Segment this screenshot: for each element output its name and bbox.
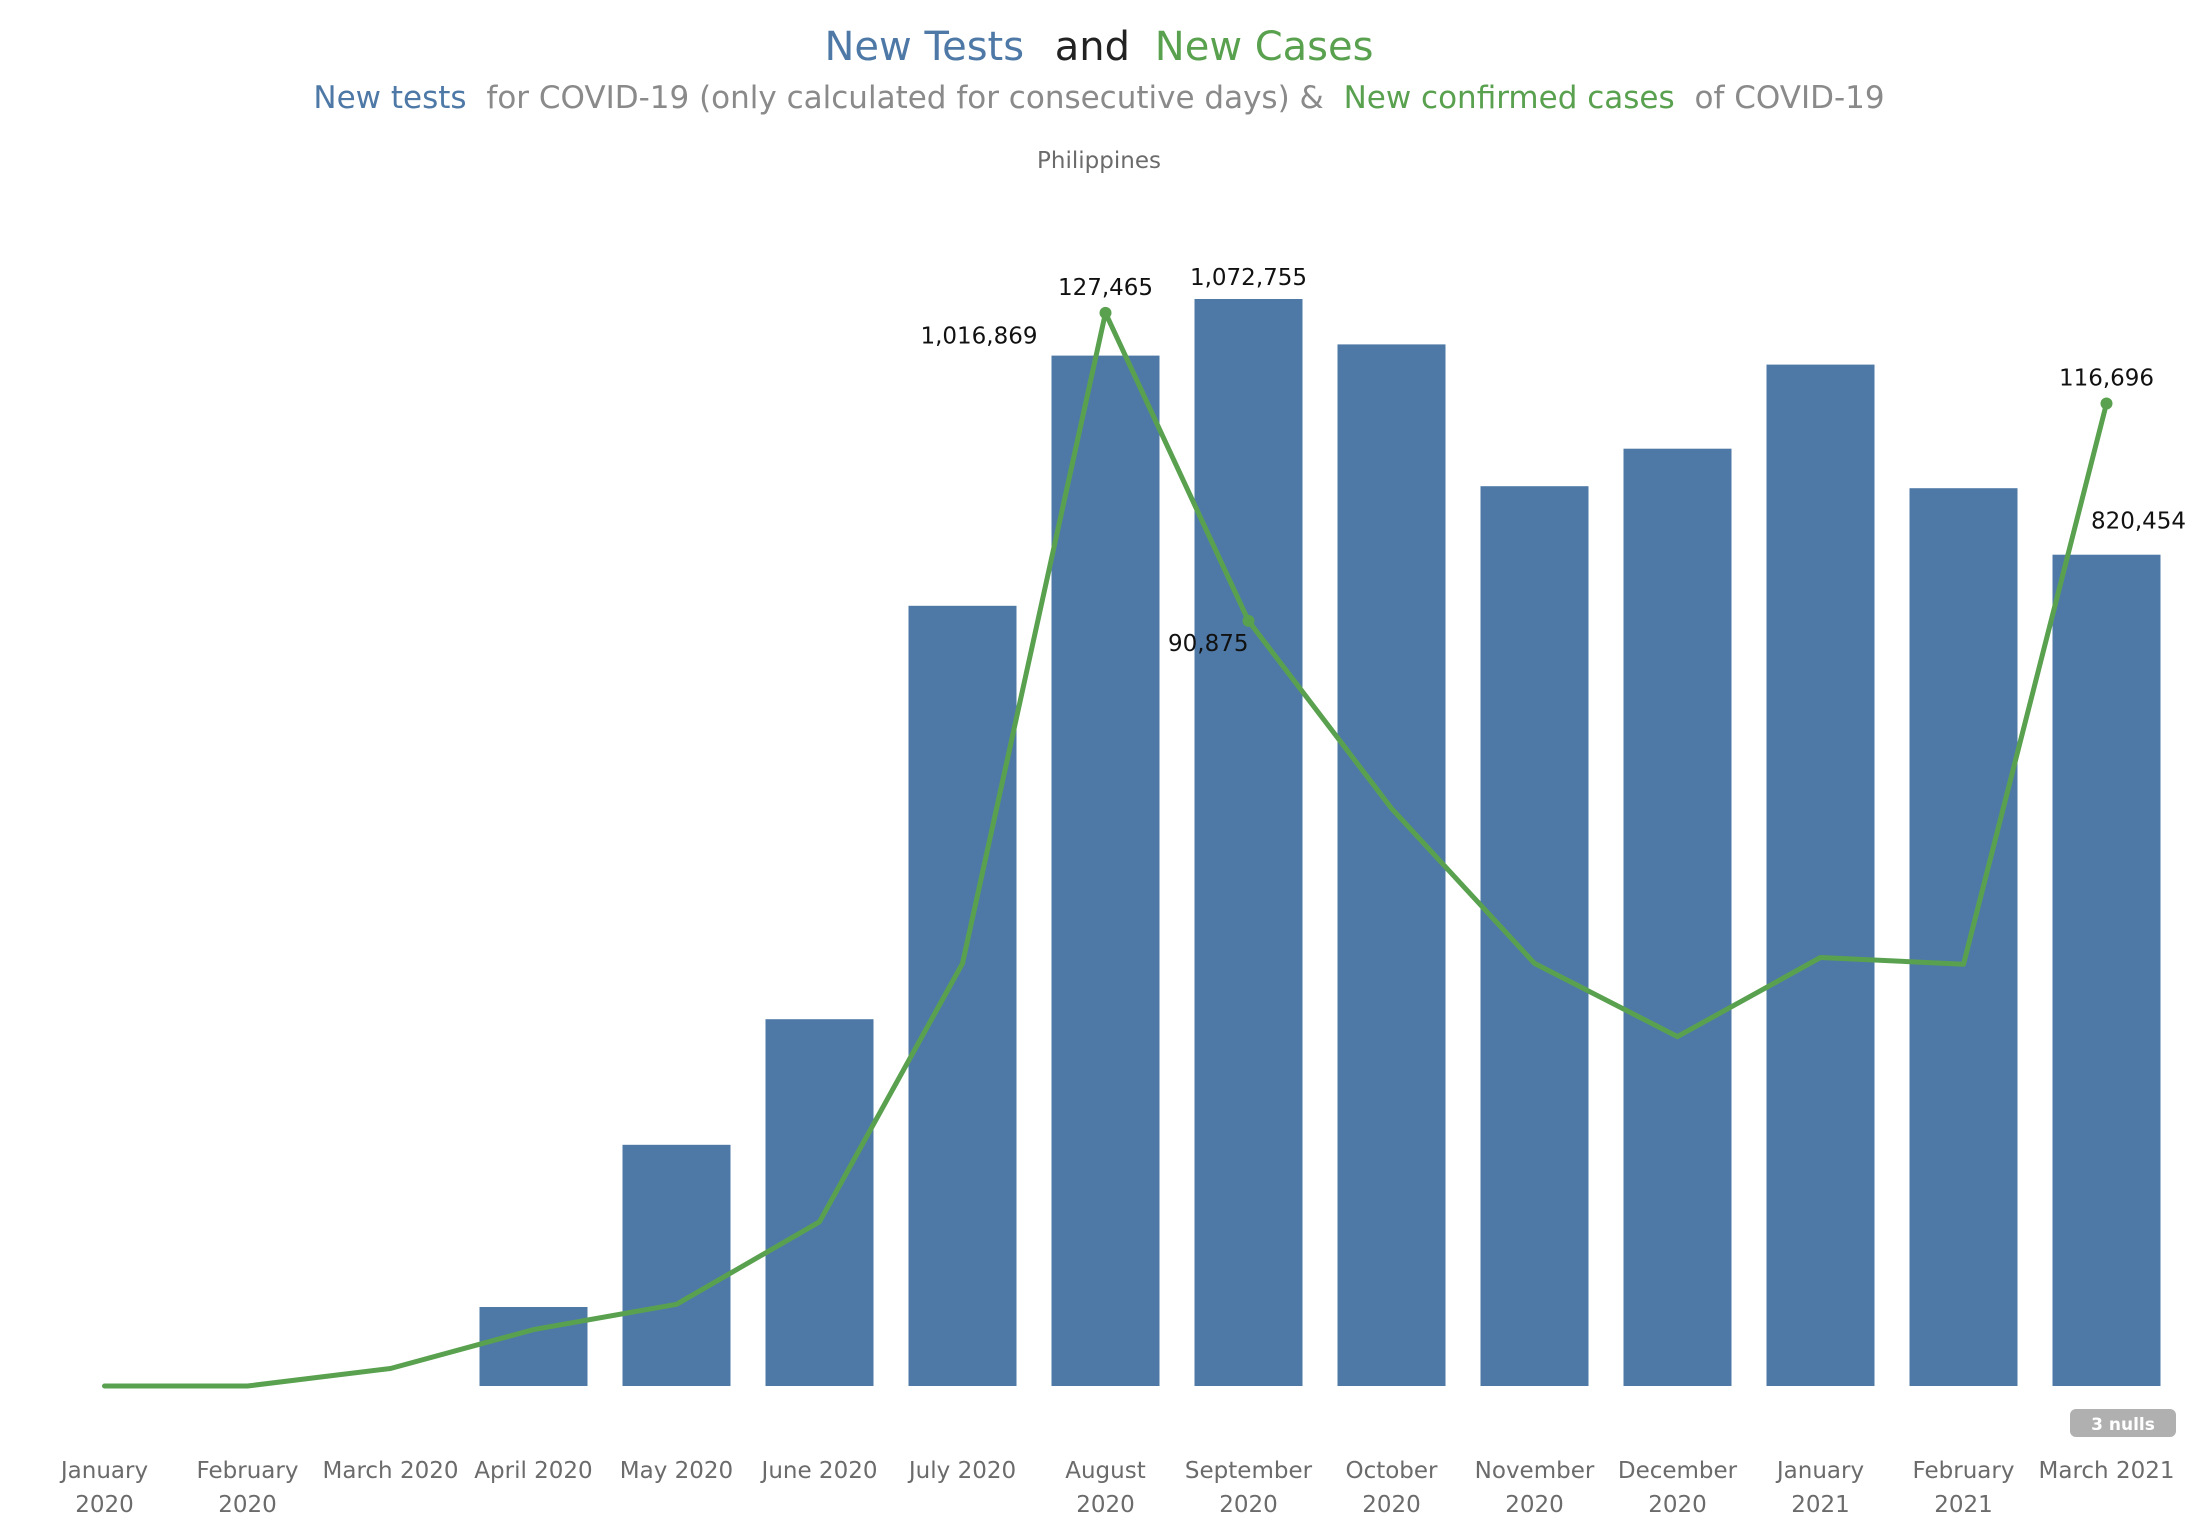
x-axis: January 2020 February 2020 March 2020 April 2… [59,1458,2175,1518]
title-new-tests: New Tests [825,24,1025,70]
x-tick-label: April 2020 [474,1458,592,1484]
data-label-new-cases: 116,696 [2059,366,2154,392]
x-tick-label: 2021 [1791,1492,1850,1518]
x-tick-label: 2020 [218,1492,277,1518]
subtitle-cases-desc: of COVID-19 [1695,80,1885,116]
bar-new-tests[interactable] [622,1144,731,1386]
x-tick-label: January [59,1458,148,1484]
x-tick-label: May 2020 [620,1458,733,1484]
x-tick-label: March 2021 [2039,1458,2175,1484]
nulls-badge[interactable]: 3 nulls [2070,1409,2176,1437]
nulls-badge-text: 3 nulls [2091,1415,2155,1435]
subtitle-tests-desc: for COVID-19 (only calculated for consec… [486,80,1323,116]
data-labels-layer: 1,016,869 1,072,755 820,454 127,465 90,875 11… [920,265,2186,657]
bar-new-tests[interactable] [1194,299,1303,1386]
x-tick-label: 2020 [1648,1492,1707,1518]
x-tick-label: July 2020 [907,1458,1016,1484]
nulls-badge-background [2070,1409,2176,1437]
point-new-cases[interactable] [2100,397,2113,410]
x-tick-label: February [197,1458,299,1484]
x-tick-label: December [1618,1458,1738,1484]
facet-label: Philippines [1037,148,1161,174]
bars-layer [479,299,2161,1387]
subtitle-new-cases: New confirmed cases [1344,80,1675,116]
data-label-new-tests: 820,454 [2091,509,2186,535]
bar-new-tests[interactable] [1051,355,1160,1387]
x-tick-label: June 2020 [760,1458,878,1484]
x-tick-label: November [1475,1458,1595,1484]
svg-text:New Tests and: New Tests and New Cases [825,24,1374,70]
bar-new-tests[interactable] [1623,448,1732,1386]
x-tick-label: 2020 [1505,1492,1564,1518]
chart-title: New Tests and New Cases [825,24,1374,70]
bar-new-tests[interactable] [1766,364,1875,1387]
x-tick-label: March 2020 [323,1458,459,1484]
bar-new-tests[interactable] [479,1307,588,1386]
bar-new-tests[interactable] [1909,488,2018,1386]
svg-text:New tests for COVID-19: New tests for COVID-19 (only calculated … [313,80,1884,116]
x-tick-label: 2020 [1219,1492,1278,1518]
bar-new-tests[interactable] [1480,486,1589,1386]
x-tick-label: October [1345,1458,1438,1484]
bar-new-tests[interactable] [765,1019,874,1386]
x-tick-label: September [1185,1458,1313,1484]
data-label-new-cases: 127,465 [1058,275,1153,301]
bar-new-tests[interactable] [1337,344,1446,1386]
point-new-cases[interactable] [1242,614,1255,627]
x-tick-label: August [1065,1458,1146,1484]
bar-new-tests[interactable] [2052,554,2161,1386]
x-tick-label: 2020 [1362,1492,1421,1518]
x-tick-label: 2020 [1076,1492,1135,1518]
title-and: and [1055,24,1130,70]
data-label-new-cases: 90,875 [1168,631,1248,657]
x-tick-label: February [1913,1458,2015,1484]
title-new-cases: New Cases [1155,24,1374,70]
bar-new-tests[interactable] [908,605,1017,1386]
line-layer [102,306,2113,1389]
data-label-new-tests: 1,016,869 [920,324,1037,350]
point-new-cases[interactable] [1099,306,1112,319]
subtitle-new-tests: New tests [313,80,466,116]
chart-subtitle: New tests for COVID-19 (only calculated … [313,80,1884,116]
x-tick-label: 2020 [75,1492,134,1518]
x-tick-label: January [1775,1458,1864,1484]
data-label-new-tests: 1,072,755 [1190,265,1307,291]
x-tick-label: 2021 [1934,1492,1993,1518]
